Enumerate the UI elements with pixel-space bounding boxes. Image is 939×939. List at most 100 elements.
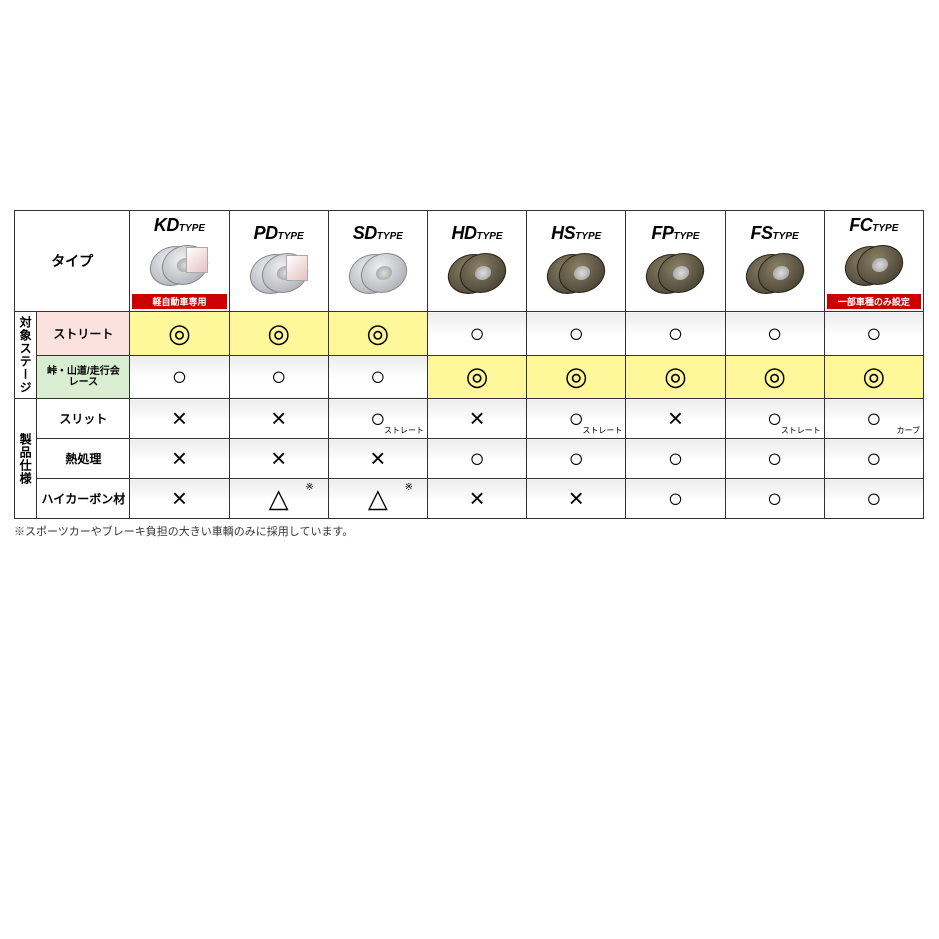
mark-cell: × (229, 399, 328, 439)
corner-label: タイプ (15, 211, 130, 312)
mark-symbol: ○ (469, 443, 485, 473)
type-code: HDTYPE (430, 223, 524, 244)
mark-symbol: △ (269, 483, 289, 513)
type-code: HSTYPE (529, 223, 623, 244)
disc-icon (827, 238, 921, 293)
mark-symbol: ○ (866, 443, 882, 473)
mark-cell: ○ (130, 355, 229, 399)
disc-icon (628, 246, 722, 301)
mark-note: ※ (405, 482, 413, 493)
mark-symbol: ◎ (763, 361, 786, 391)
mark-cell: △※ (328, 479, 427, 519)
type-head-kd: KDTYPE 軽自動車専用 (130, 211, 229, 312)
mark-cell: ○ストレート (725, 399, 824, 439)
mark-symbol: ◎ (168, 318, 191, 348)
type-head-pd: PDTYPE (229, 211, 328, 312)
mark-symbol: × (370, 443, 385, 473)
type-code: FCTYPE (827, 215, 921, 236)
table-row: 対象ステージストリート◎◎◎○○○○○ (15, 312, 924, 356)
mark-symbol: × (469, 483, 484, 513)
mark-cell: ○ストレート (328, 399, 427, 439)
mark-cell: ○ (527, 312, 626, 356)
row-label: スリット (37, 399, 130, 439)
mark-symbol: × (172, 403, 187, 433)
mark-cell: ○ストレート (527, 399, 626, 439)
mark-cell: ○ (527, 439, 626, 479)
mark-symbol: ○ (668, 318, 684, 348)
mark-symbol: ◎ (664, 361, 687, 391)
type-head-hs: HSTYPE (527, 211, 626, 312)
mark-subtext: ストレート (384, 425, 424, 436)
disc-icon (430, 246, 524, 301)
mark-cell: ○ (328, 355, 427, 399)
row-label: 峠・山道/走行会レース (37, 355, 130, 399)
row-label: 熱処理 (37, 439, 130, 479)
type-code: FPTYPE (628, 223, 722, 244)
row-label: ストリート (37, 312, 130, 356)
section-header-spec: 製品仕様 (15, 399, 37, 519)
mark-subtext: ストレート (582, 425, 622, 436)
mark-symbol: ○ (271, 361, 287, 391)
table-row: 峠・山道/走行会レース○○○◎◎◎◎◎ (15, 355, 924, 399)
type-head-fp: FPTYPE (626, 211, 725, 312)
mark-symbol: ◎ (466, 361, 489, 391)
mark-cell: ◎ (229, 312, 328, 356)
type-head-fs: FSTYPE (725, 211, 824, 312)
mark-cell: ◎ (725, 355, 824, 399)
type-head-fc: FCTYPE 一部車種のみ設定 (824, 211, 923, 312)
disc-icon (232, 246, 326, 301)
disc-icon (529, 246, 623, 301)
mark-symbol: ○ (866, 318, 882, 348)
type-code: SDTYPE (331, 223, 425, 244)
header-row: タイプ KDTYPE 軽自動車専用 PDTYPESDTYPEHDTYPEHSTYPE… (15, 211, 924, 312)
mark-cell: ○ (626, 479, 725, 519)
mark-cell: × (130, 439, 229, 479)
mark-note: ※ (305, 482, 313, 493)
mark-cell: ◎ (328, 312, 427, 356)
mark-symbol: ○ (668, 483, 684, 513)
table-row: 熱処理×××○○○○○ (15, 439, 924, 479)
mark-cell: ◎ (130, 312, 229, 356)
mark-cell: × (130, 399, 229, 439)
type-badge: 一部車種のみ設定 (827, 294, 921, 309)
mark-subtext: カーブ (896, 425, 920, 436)
mark-cell: ◎ (626, 355, 725, 399)
mark-symbol: ◎ (565, 361, 588, 391)
mark-symbol: × (569, 483, 584, 513)
mark-symbol: ○ (568, 318, 584, 348)
mark-symbol: × (469, 403, 484, 433)
mark-symbol: ○ (469, 318, 485, 348)
mark-symbol: ○ (568, 443, 584, 473)
mark-symbol: × (172, 483, 187, 513)
mark-cell: × (626, 399, 725, 439)
mark-cell: ○ (626, 439, 725, 479)
mark-symbol: ○ (370, 361, 386, 391)
table-row: 製品仕様スリット××○ストレート×○ストレート×○ストレート○カーブ (15, 399, 924, 439)
mark-cell: ◎ (427, 355, 526, 399)
type-code: PDTYPE (232, 223, 326, 244)
mark-cell: × (130, 479, 229, 519)
section-header-stage: 対象ステージ (15, 312, 37, 399)
mark-cell: ◎ (527, 355, 626, 399)
row-label: ハイカーボン材 (37, 479, 130, 519)
mark-cell: ○ (427, 312, 526, 356)
disc-icon (331, 246, 425, 301)
mark-cell: ○ (824, 312, 923, 356)
mark-cell: × (328, 439, 427, 479)
mark-cell: × (527, 479, 626, 519)
mark-symbol: ○ (767, 483, 783, 513)
type-head-hd: HDTYPE (427, 211, 526, 312)
mark-symbol: ○ (767, 443, 783, 473)
mark-cell: ○ (824, 439, 923, 479)
mark-cell: ○ (229, 355, 328, 399)
mark-symbol: ○ (668, 443, 684, 473)
mark-symbol: ○ (866, 403, 882, 433)
mark-cell: △※ (229, 479, 328, 519)
footnote: ※スポーツカーやブレーキ負担の大きい車輌のみに採用しています。 (14, 523, 925, 539)
mark-cell: ○ カーブ (824, 399, 923, 439)
mark-cell: ◎ (824, 355, 923, 399)
type-code: KDTYPE (132, 215, 226, 236)
type-badge: 軽自動車専用 (132, 294, 226, 309)
mark-cell: ○ (725, 439, 824, 479)
mark-cell: ○ (725, 479, 824, 519)
